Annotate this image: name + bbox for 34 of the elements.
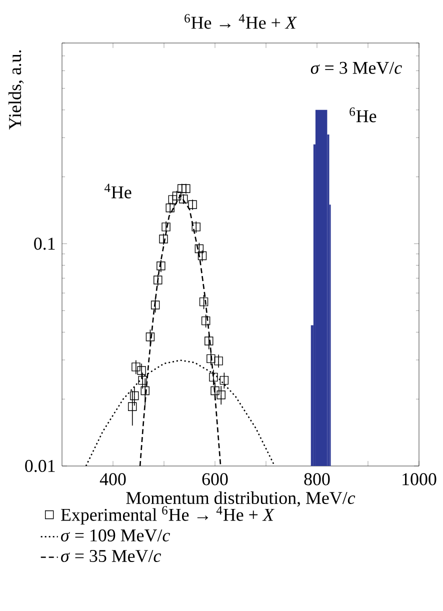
y-tick-label: 0.1 [34, 238, 55, 250]
point [138, 376, 147, 385]
x-tick-label: 400 [100, 473, 126, 486]
point [188, 200, 197, 209]
legend-label: σ = 35 MeV/c [61, 550, 162, 562]
legend-label: Experimental $^{6}$He → $^{4}$He + X [61, 506, 274, 525]
point [154, 276, 162, 284]
annotation: $^{4}$He [104, 184, 132, 198]
point [214, 356, 223, 366]
point [146, 332, 155, 342]
y-tick-label: 0.01 [25, 460, 55, 472]
point [156, 262, 166, 270]
point [140, 386, 150, 396]
point [210, 386, 220, 396]
point [209, 372, 218, 382]
annotation: σ = 3 MeV/c [310, 62, 402, 74]
point [192, 222, 200, 232]
point [199, 297, 208, 306]
point [201, 316, 210, 326]
x-tick-label: 600 [202, 473, 228, 486]
x-tick-label: 1000 [402, 473, 436, 486]
point [206, 354, 216, 364]
point [198, 251, 207, 260]
y-axis-title: Yields, a.u. [8, 50, 24, 130]
point [204, 336, 214, 346]
point [194, 244, 204, 254]
legend-label: σ = 109 MeV/c [61, 529, 170, 542]
point [130, 391, 139, 400]
chart-title: $^{6}$He → $^{4}$He + X [184, 14, 297, 29]
x-axis-title: Momentum distribution, MeV/c [126, 491, 356, 507]
point [150, 300, 160, 310]
annotation: $^{6}$He [350, 108, 376, 122]
point [128, 402, 137, 411]
x-tick-label: 800 [304, 473, 330, 486]
